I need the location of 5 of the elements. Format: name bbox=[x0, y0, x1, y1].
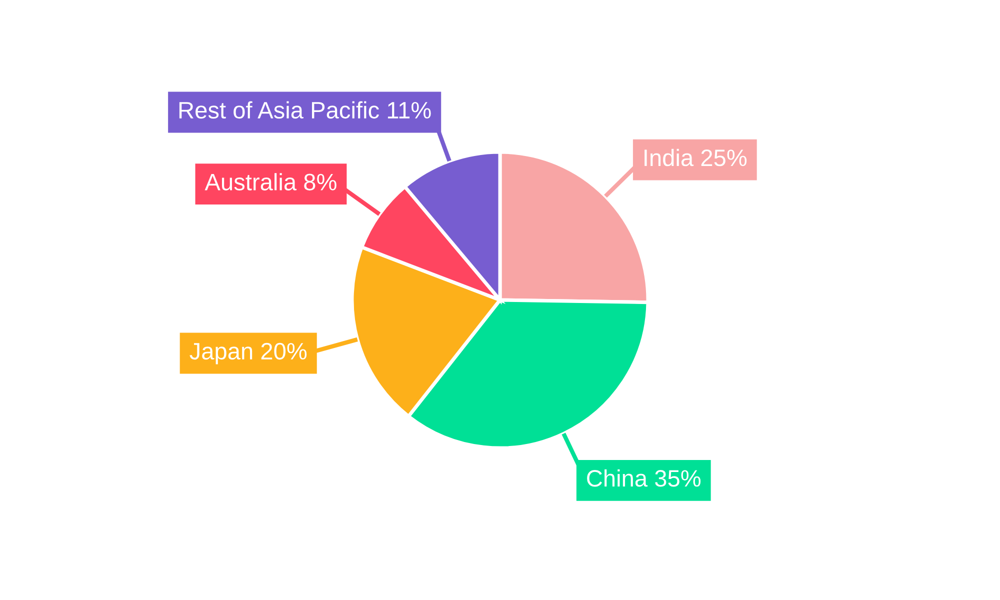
slice-label: Australia 8% bbox=[204, 173, 336, 190]
slice-label: Rest of Asia Pacific 11% bbox=[179, 101, 431, 119]
slice-label: India 25% bbox=[644, 148, 747, 166]
slice-label: China 35% bbox=[587, 469, 701, 487]
slice-label: Japan 20% bbox=[190, 342, 307, 364]
